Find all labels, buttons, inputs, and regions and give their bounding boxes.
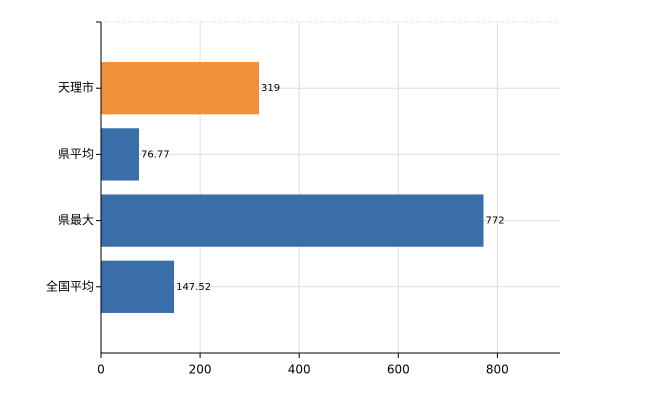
x-tick-label: 0 (97, 363, 105, 377)
value-label: 147.52 (176, 282, 211, 293)
y-tick-label: 県平均 (58, 147, 94, 161)
x-tick-label: 400 (288, 363, 311, 377)
bar (101, 128, 140, 181)
x-tick-label: 200 (189, 363, 212, 377)
y-tick-label: 県最大 (58, 213, 94, 227)
value-label: 772 (486, 216, 505, 227)
y-tick-label: 天理市 (58, 80, 94, 95)
x-tick-label: 800 (486, 363, 509, 377)
x-tick-label: 600 (387, 363, 410, 377)
bar (101, 194, 484, 247)
y-tick-label: 全国平均 (46, 278, 94, 293)
bar (101, 260, 175, 313)
value-label: 319 (261, 83, 280, 94)
value-label: 76.77 (141, 149, 170, 160)
bar (101, 62, 260, 115)
